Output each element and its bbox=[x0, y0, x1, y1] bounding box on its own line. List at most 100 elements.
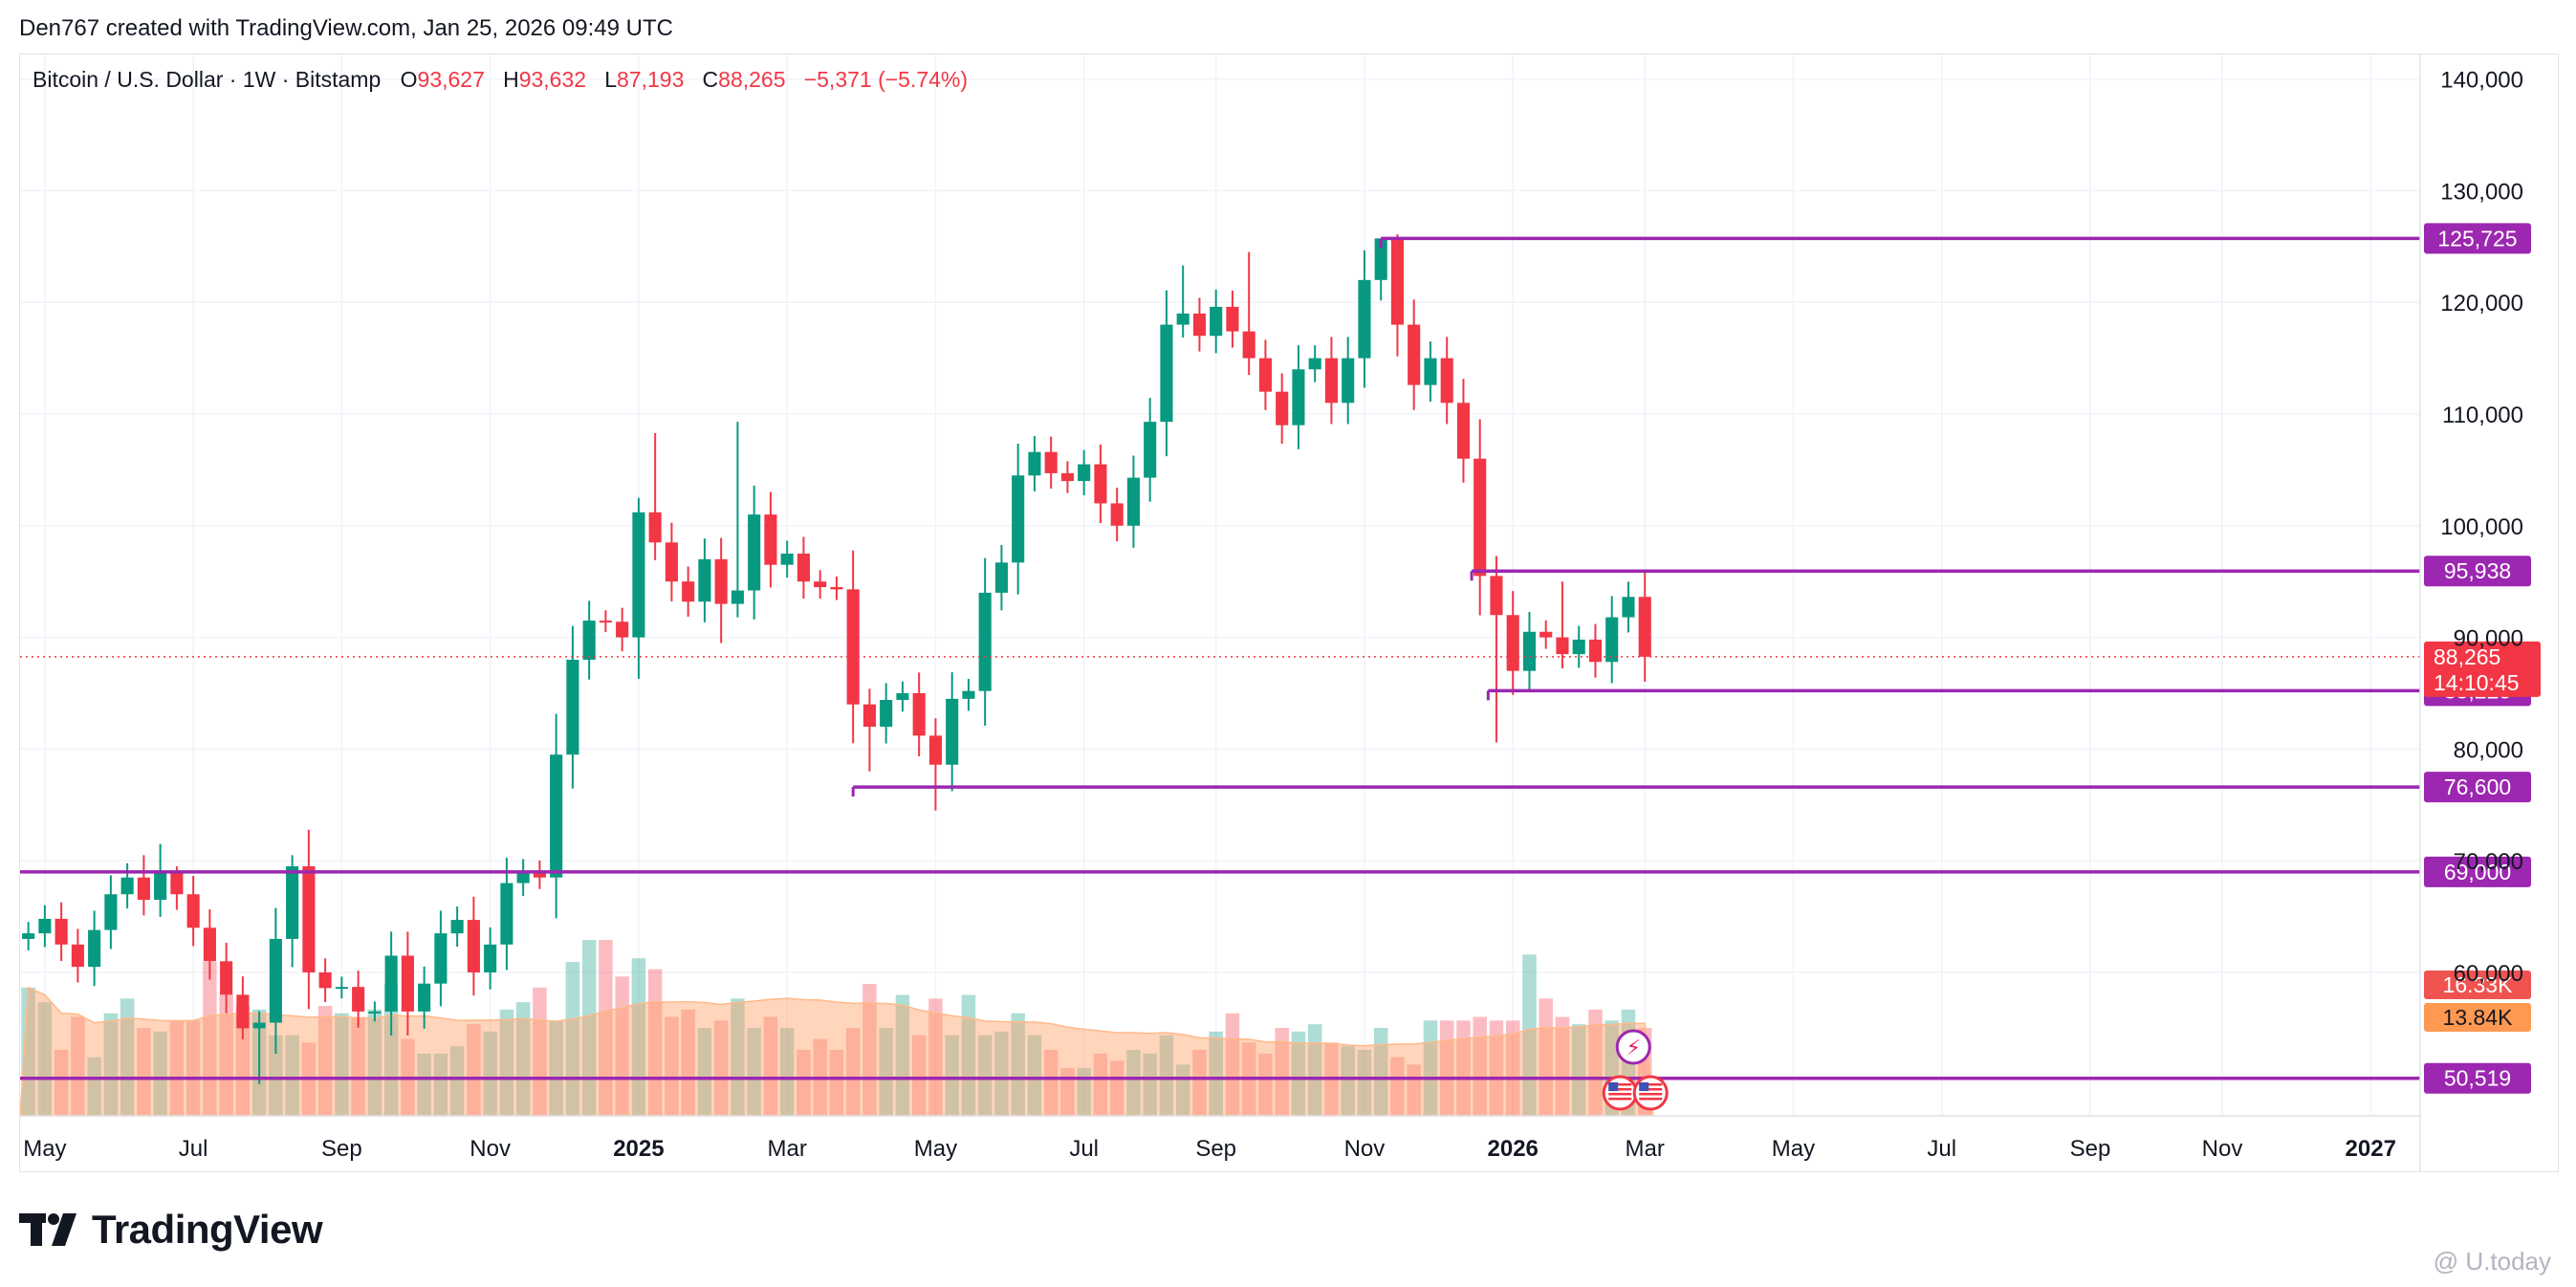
candle-body bbox=[1258, 358, 1272, 392]
candle bbox=[500, 857, 513, 971]
volume-bar bbox=[731, 998, 745, 1116]
candle bbox=[1572, 625, 1585, 668]
volume-bar bbox=[862, 984, 877, 1116]
candle-body bbox=[1144, 422, 1157, 478]
candle-body bbox=[467, 920, 480, 972]
candle-body bbox=[1490, 576, 1503, 616]
candle-body bbox=[269, 938, 282, 1023]
last-price-bg bbox=[2424, 641, 2541, 697]
candle bbox=[880, 683, 893, 744]
volume-bar bbox=[383, 984, 399, 1116]
candle bbox=[896, 681, 909, 712]
volume-current-label: 16.33K bbox=[2424, 971, 2531, 999]
tradingview-logo[interactable]: TradingView bbox=[19, 1207, 323, 1253]
candle-body bbox=[1012, 475, 1025, 563]
volume-bar bbox=[186, 1020, 201, 1116]
volume-bar bbox=[581, 940, 597, 1116]
volume-bar bbox=[1060, 1068, 1075, 1116]
candle-body bbox=[1408, 324, 1421, 385]
price-chart[interactable]: 125,72595,93885,22576,60069,00050,51988,… bbox=[20, 55, 2559, 1172]
close-value: 88,265 bbox=[718, 67, 786, 92]
level-label: 69,000 bbox=[2424, 856, 2531, 887]
candle-body bbox=[896, 693, 909, 701]
candle bbox=[1440, 337, 1453, 425]
candle bbox=[154, 843, 167, 917]
candle-body bbox=[418, 983, 431, 1012]
candle bbox=[946, 672, 959, 792]
x-tick-label: Sep bbox=[2070, 1136, 2111, 1162]
candle-body bbox=[154, 871, 167, 901]
volume-bar bbox=[120, 998, 135, 1116]
candle-body bbox=[252, 1022, 266, 1029]
candle-body bbox=[533, 871, 546, 878]
volume-bar bbox=[1307, 1024, 1322, 1116]
candle-body bbox=[1094, 464, 1107, 504]
candle bbox=[318, 958, 332, 1002]
lightning-icon: ⚡ bbox=[1626, 1036, 1640, 1060]
level-label-text: 76,600 bbox=[2444, 774, 2511, 799]
candle-body bbox=[1638, 597, 1651, 657]
level-label-bg bbox=[2424, 772, 2531, 803]
candle bbox=[516, 859, 530, 896]
volume-bar bbox=[961, 994, 976, 1116]
candle bbox=[269, 907, 282, 1054]
candle-body bbox=[22, 933, 35, 939]
volume-bar bbox=[71, 1016, 85, 1116]
us-flag-event-icon bbox=[1632, 1075, 1669, 1111]
candle bbox=[450, 906, 464, 948]
volume-bar bbox=[1192, 1050, 1207, 1116]
candle bbox=[698, 538, 711, 622]
volume-bar bbox=[1588, 1009, 1603, 1116]
candle-body bbox=[780, 554, 794, 565]
level-label-text: 95,938 bbox=[2444, 558, 2511, 583]
candle bbox=[104, 875, 118, 949]
candle bbox=[1342, 337, 1355, 425]
volume-bar bbox=[1209, 1031, 1223, 1116]
candle bbox=[1028, 436, 1041, 491]
x-tick-label: Mar bbox=[767, 1136, 806, 1162]
candle bbox=[533, 860, 546, 889]
candle bbox=[368, 1001, 382, 1022]
candle bbox=[780, 540, 794, 578]
candle bbox=[566, 625, 579, 789]
volume-bar bbox=[219, 994, 233, 1116]
volume-bar bbox=[911, 1035, 927, 1116]
chart-credit: Den767 created with TradingView.com, Jan… bbox=[19, 15, 673, 41]
candle-body bbox=[1358, 279, 1371, 359]
candle bbox=[1456, 379, 1471, 483]
candle-body bbox=[1474, 458, 1487, 577]
level-label-bg bbox=[2424, 856, 2531, 887]
candle-body bbox=[55, 918, 68, 945]
candle-body bbox=[550, 754, 563, 878]
candle-body bbox=[1192, 313, 1206, 337]
chart-pane[interactable]: 125,72595,93885,22576,60069,00050,51988,… bbox=[19, 54, 2559, 1172]
candle bbox=[484, 927, 497, 990]
symbol-label[interactable]: Bitcoin / U.S. Dollar · 1W · Bitstamp bbox=[33, 67, 382, 92]
candle bbox=[682, 566, 695, 617]
candle bbox=[1094, 444, 1107, 524]
volume-bar bbox=[1077, 1068, 1091, 1116]
x-tick-label: Sep bbox=[321, 1136, 362, 1162]
candle-body bbox=[1060, 472, 1074, 482]
x-tick-label: May bbox=[914, 1136, 957, 1162]
candle bbox=[384, 931, 398, 1036]
candle-body bbox=[88, 929, 101, 968]
candle bbox=[1044, 436, 1058, 489]
volume-bar bbox=[37, 1002, 53, 1116]
watermark: @ U.today bbox=[2433, 1247, 2551, 1276]
candle bbox=[88, 910, 101, 987]
candle-body bbox=[994, 562, 1008, 593]
candle bbox=[582, 600, 596, 680]
candle-body bbox=[1539, 631, 1553, 638]
volume-bar bbox=[977, 1035, 993, 1116]
low-value: 87,193 bbox=[617, 67, 685, 92]
candle bbox=[1144, 398, 1157, 502]
us-flag-stripe bbox=[1639, 1083, 1663, 1086]
volume-bar bbox=[433, 1053, 448, 1116]
candle bbox=[203, 909, 216, 980]
candle bbox=[1292, 345, 1305, 449]
candle-body bbox=[616, 622, 629, 638]
x-tick-label: Mar bbox=[1626, 1136, 1665, 1162]
candle bbox=[286, 855, 299, 968]
candle bbox=[1374, 238, 1387, 301]
